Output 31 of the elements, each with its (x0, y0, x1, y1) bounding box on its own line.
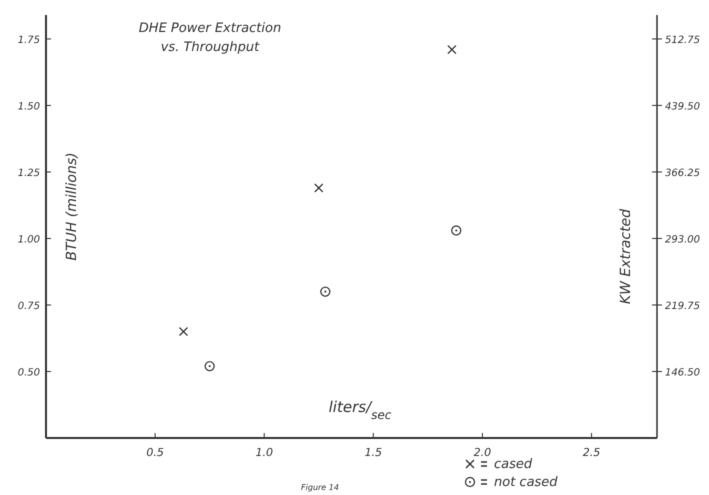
point (204, 361, 215, 372)
x-tick-label: 1.5 (364, 446, 382, 459)
y2-tick-label: 146.50 (665, 367, 700, 378)
y-tick-label: 0.50 (18, 367, 40, 378)
y-tick-label: 0.75 (18, 300, 40, 312)
y2-tick-label: 293.00 (665, 234, 700, 246)
point (314, 183, 324, 193)
y-axis-title: BTUH (millions) (64, 152, 80, 261)
y2-tick-label: 219.75 (665, 300, 700, 312)
text: vs. Throughput (160, 40, 260, 55)
y-tick-label: 1.25 (18, 168, 40, 179)
y2-tick-label: 439.50 (665, 101, 700, 112)
point (447, 44, 457, 54)
x-tick-label: 1.0 (255, 446, 273, 459)
x-tick-label: 2.5 (582, 446, 600, 459)
x-tick-label: 2.0 (474, 446, 492, 459)
point (320, 286, 330, 297)
x-axis-title: liters/$_{sec}$ (328, 398, 392, 422)
legend-label: not cased (494, 475, 558, 490)
x-tick-label: 0.5 (146, 446, 164, 459)
y-tick-label: 1.75 (18, 34, 40, 46)
point (178, 326, 188, 336)
y2-axis-title: KW Extracted (618, 208, 634, 304)
y-tick-label: 1.50 (18, 101, 40, 112)
point (451, 225, 462, 236)
y2-tick-label: 512.75 (665, 34, 700, 46)
caption: Figure 14 (301, 483, 339, 492)
legend-label: cased (494, 457, 533, 472)
text: DHE Power Extraction (138, 21, 282, 36)
y2-tick-label: 366.25 (665, 168, 700, 179)
y-tick-label: 1.00 (18, 234, 40, 246)
